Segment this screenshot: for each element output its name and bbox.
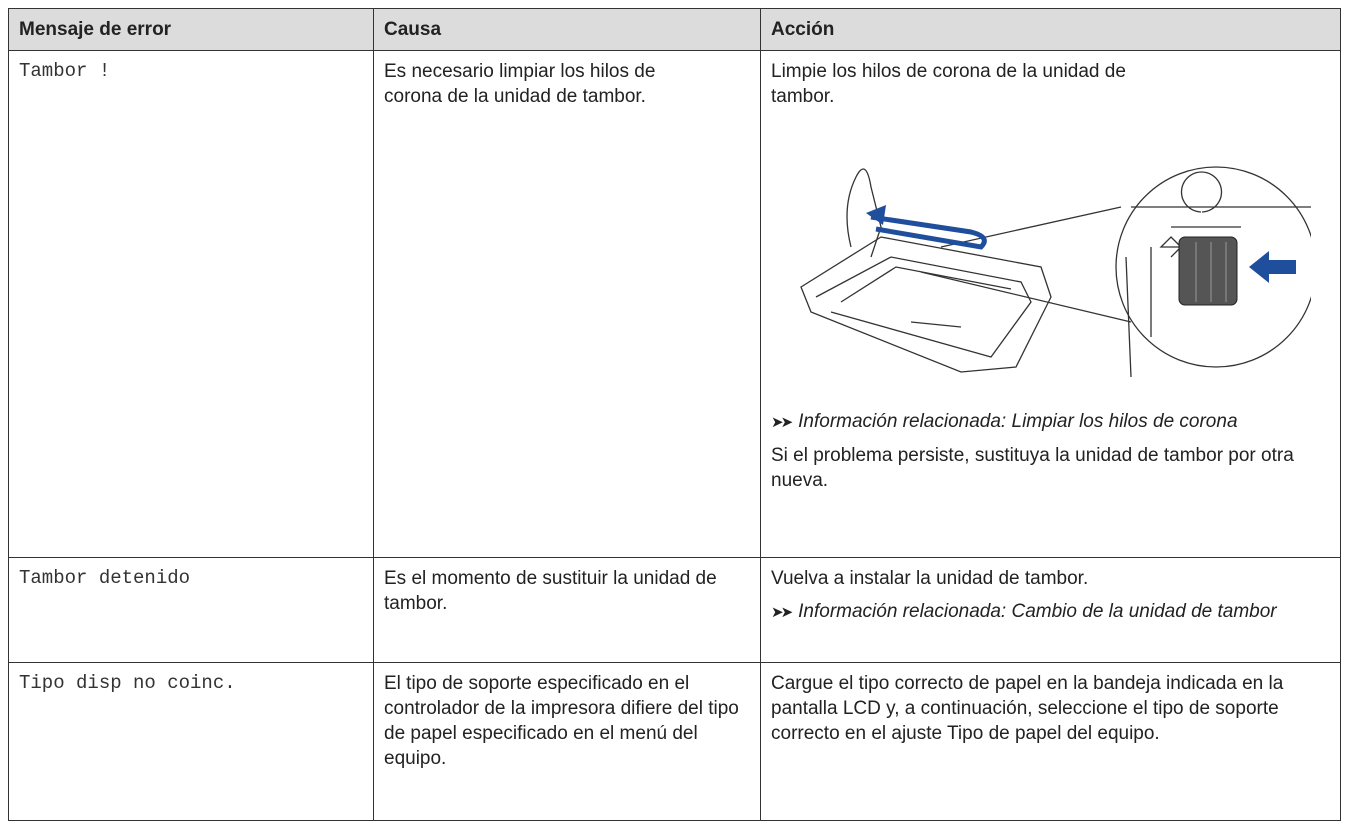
action-text: Cargue el tipo correcto de papel en la b… xyxy=(771,673,1284,744)
action-text: Vuelva a instalar la unidad de tambor. xyxy=(771,568,1089,589)
related-info: ➤➤ Información relacionada: Cambio de la … xyxy=(771,601,1277,622)
related-label: Información relacionada: xyxy=(798,601,1007,622)
action: Cargue el tipo correcto de papel en la b… xyxy=(760,662,1341,821)
header-row: Mensaje de error Causa Acción xyxy=(8,8,1341,51)
header-cell: Causa xyxy=(373,8,761,51)
row: Tambor ! Es necesario limpiar los hilos … xyxy=(8,50,1341,558)
related-link[interactable]: Limpiar los hilos de corona xyxy=(1011,411,1238,432)
cause: Es necesario limpiar los hilos de corona… xyxy=(373,50,761,558)
header-cell: Acción xyxy=(760,8,1341,51)
action: Vuelva a instalar la unidad de tambor. ➤… xyxy=(760,557,1341,663)
error-table: Mensaje de error Causa Acción Tambor ! E… xyxy=(8,8,1341,821)
header-cell: Mensaje de error xyxy=(8,8,374,51)
related-label: Información relacionada: xyxy=(798,411,1007,432)
cause-text: Es necesario limpiar los hilos de corona… xyxy=(384,61,656,107)
row: Tambor detenido Es el momento de sustitu… xyxy=(8,557,1341,663)
drum-illustration xyxy=(800,166,1311,378)
cause: El tipo de soporte especificado en el co… xyxy=(373,662,761,821)
cause-text: El tipo de soporte especificado en el co… xyxy=(384,673,739,769)
action-text: Limpie los hilos de corona de la unidad … xyxy=(771,61,1126,107)
message: Tambor detenido xyxy=(8,557,374,663)
row: Tipo disp no coinc. El tipo de soporte e… xyxy=(8,662,1341,821)
message: Tipo disp no coinc. xyxy=(8,662,374,821)
cause-text: Es el momento de sustituir la unidad de … xyxy=(384,568,717,614)
related-link[interactable]: Cambio de la unidad de tambor xyxy=(1011,601,1277,622)
cause: Es el momento de sustituir la unidad de … xyxy=(373,557,761,663)
action-note: Si el problema persiste, sustituya la un… xyxy=(771,445,1294,491)
related-info: ➤➤ Información relacionada: Limpiar los h… xyxy=(771,411,1238,432)
action: Limpie los hilos de corona de la unidad … xyxy=(760,50,1341,558)
message: Tambor ! xyxy=(8,50,374,558)
